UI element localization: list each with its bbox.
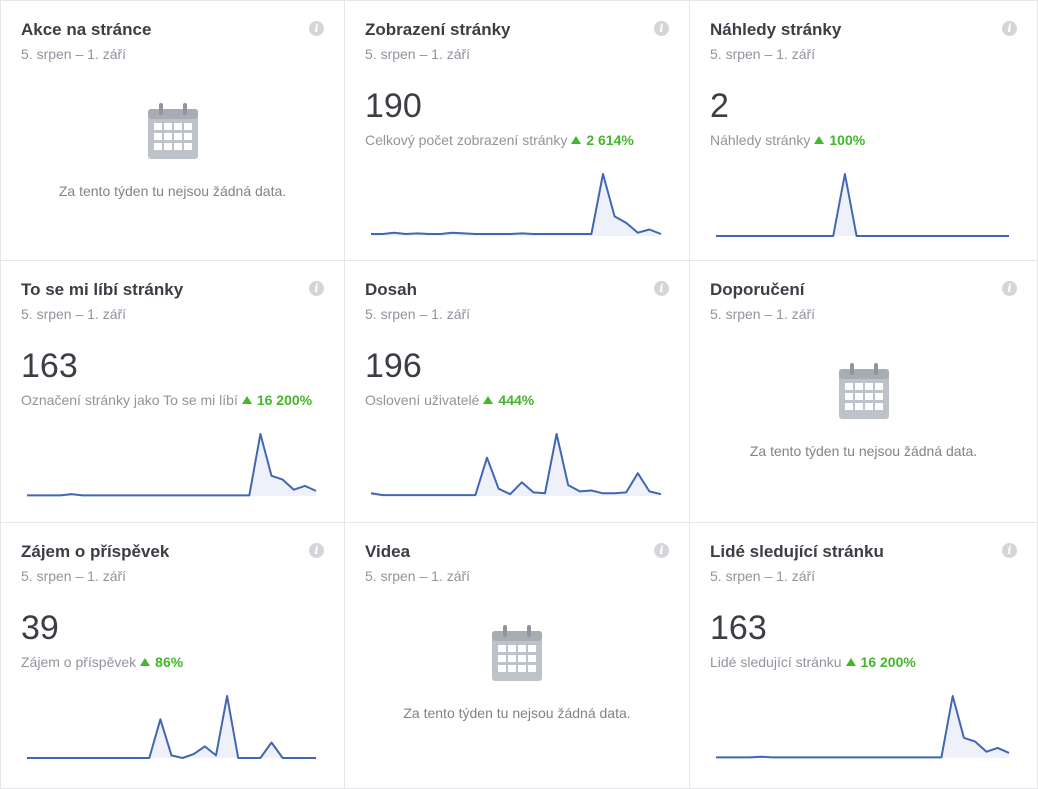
empty-message: Za tento týden tu nejsou žádná data. (749, 443, 978, 459)
info-icon[interactable]: i (309, 543, 324, 558)
increase-icon (845, 658, 856, 666)
card-page-previews[interactable]: Náhledy stránky 5. srpen – 1. září i 2 N… (690, 0, 1038, 261)
date-range: 5. srpen – 1. září (21, 306, 127, 322)
date-range: 5. srpen – 1. září (365, 568, 471, 584)
sparkline (371, 173, 662, 236)
sparkline (370, 433, 662, 497)
card-page-actions[interactable]: Akce na stránce 5. srpen – 1. září i Za … (0, 0, 345, 261)
metric-subtitle: Zájem o příspěvek 86% (21, 654, 183, 670)
metric-label: Lidé sledující stránku (710, 654, 842, 670)
date-range: 5. srpen – 1. září (710, 46, 816, 62)
card-title: Videa (365, 542, 411, 561)
empty-state: Za tento týden tu nejsou žádná data. (690, 361, 1037, 459)
sparkline-area (27, 434, 316, 496)
increase-icon (571, 136, 582, 144)
metric-subtitle: Označení stránky jako To se mi líbí 16 20… (21, 392, 312, 408)
sparkline-area (371, 434, 661, 496)
metric-value: 163 (710, 609, 767, 647)
empty-message: Za tento týden tu nejsou žádná data. (58, 183, 287, 199)
date-range: 5. srpen – 1. září (21, 568, 127, 584)
info-icon[interactable]: i (309, 21, 324, 36)
sparkline (716, 173, 1009, 237)
date-range: 5. srpen – 1. září (710, 568, 816, 584)
date-range: 5. srpen – 1. září (365, 306, 471, 322)
metric-change: 86% (155, 654, 184, 670)
calendar-icon (492, 625, 542, 681)
info-icon[interactable]: i (309, 281, 324, 296)
card-title: Doporučení (710, 280, 805, 299)
metric-label: Celkový počet zobrazení stránky (365, 132, 568, 148)
card-title: To se mi líbí stránky (21, 280, 184, 299)
card-title: Akce na stránce (21, 20, 152, 39)
card-title: Lidé sledující stránku (710, 542, 884, 561)
sparkline (716, 695, 1010, 759)
sparkline-area (716, 696, 1009, 758)
metric-change: 2 614% (586, 132, 634, 148)
metric-value: 190 (365, 87, 422, 125)
sparkline (27, 695, 316, 759)
metric-subtitle: Lidé sledující stránku 16 200% (710, 654, 916, 670)
sparkline-line (716, 173, 1009, 237)
sparkline-area (371, 174, 661, 236)
sparkline (27, 433, 317, 497)
sparkline-line (716, 695, 1010, 759)
card-reach[interactable]: Dosah 5. srpen – 1. září i 196 Oslovení … (345, 261, 690, 523)
metric-label: Označení stránky jako To se mi líbí (21, 392, 238, 408)
sparkline-line (371, 173, 662, 235)
card-videos[interactable]: Videa 5. srpen – 1. září i Za tento týde… (345, 523, 690, 789)
empty-state: Za tento týden tu nejsou žádná data. (345, 623, 689, 721)
metric-value: 39 (21, 609, 59, 647)
calendar-icon (147, 103, 198, 159)
sparkline-area (716, 174, 1009, 236)
info-icon[interactable]: i (1002, 281, 1017, 296)
info-icon[interactable]: i (654, 21, 669, 36)
card-page-likes[interactable]: To se mi líbí stránky 5. srpen – 1. září… (0, 261, 345, 523)
increase-icon (241, 396, 252, 404)
metric-change: 444% (498, 392, 535, 408)
info-icon[interactable]: i (654, 543, 669, 558)
metric-value: 2 (710, 87, 729, 125)
card-title: Zájem o příspěvek (21, 542, 170, 561)
sparkline-area (27, 696, 316, 758)
card-page-views[interactable]: Zobrazení stránky 5. srpen – 1. září i 1… (345, 0, 690, 261)
metric-change: 16 200% (256, 392, 313, 408)
sparkline-line (370, 433, 662, 497)
card-recommendations[interactable]: Doporučení 5. srpen – 1. září i Za tento… (690, 261, 1038, 523)
date-range: 5. srpen – 1. září (365, 46, 471, 62)
date-range: 5. srpen – 1. září (710, 306, 816, 322)
empty-state: Za tento týden tu nejsou žádná data. (1, 101, 344, 199)
empty-message: Za tento týden tu nejsou žádná data. (403, 705, 631, 721)
metric-value: 196 (365, 347, 422, 385)
increase-icon (140, 658, 151, 666)
sparkline-line (27, 695, 316, 759)
calendar-icon (838, 363, 889, 419)
card-title: Náhledy stránky (710, 20, 842, 39)
metric-value: 163 (21, 347, 78, 385)
metric-change: 100% (829, 132, 866, 148)
info-icon[interactable]: i (1002, 543, 1017, 558)
increase-icon (814, 136, 825, 144)
metric-subtitle: Náhledy stránky 100% (710, 132, 865, 148)
info-icon[interactable]: i (1002, 21, 1017, 36)
card-post-engagement[interactable]: Zájem o příspěvek 5. srpen – 1. září i 3… (0, 523, 345, 789)
metric-label: Zájem o příspěvek (21, 654, 137, 670)
card-title: Zobrazení stránky (365, 20, 511, 39)
date-range: 5. srpen – 1. září (21, 46, 127, 62)
card-page-followers[interactable]: Lidé sledující stránku 5. srpen – 1. zář… (690, 523, 1038, 789)
metric-change: 16 200% (860, 654, 916, 670)
sparkline-line (27, 433, 317, 497)
metric-label: Náhledy stránky (710, 132, 811, 148)
metric-label: Oslovení uživatelé (365, 392, 480, 408)
metric-subtitle: Oslovení uživatelé 444% (365, 392, 534, 408)
increase-icon (483, 396, 494, 404)
metric-subtitle: Celkový počet zobrazení stránky 2 614% (365, 132, 634, 148)
card-title: Dosah (365, 280, 417, 299)
info-icon[interactable]: i (654, 281, 669, 296)
